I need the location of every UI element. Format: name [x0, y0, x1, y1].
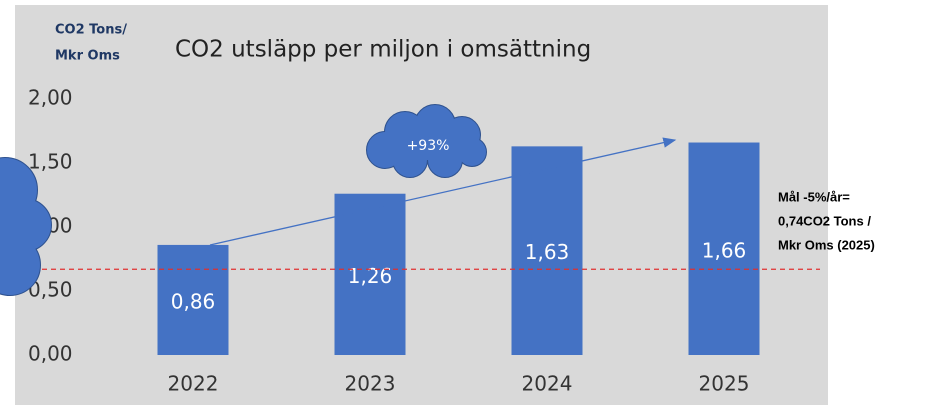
trend-arrow	[209, 137, 677, 246]
target-label: 0,74CO2 Tons /	[778, 213, 871, 228]
bar	[157, 244, 229, 355]
left-cloud	[0, 157, 52, 296]
cloud	[366, 104, 487, 178]
y-tick-label: 0,00	[28, 342, 73, 366]
y-axis-label: CO2 Tons/	[55, 23, 127, 38]
chart-title: CO2 utsläpp per miljon i omsättning	[175, 37, 591, 63]
growth-label: +93%	[407, 138, 450, 154]
y-axis-label: Mkr Oms	[55, 49, 120, 64]
data-label: 1,66	[702, 238, 747, 262]
x-tick-label: 2025	[699, 372, 750, 396]
x-tick-label: 2024	[522, 372, 573, 396]
data-label: 1,63	[525, 240, 570, 264]
bar	[688, 142, 760, 355]
data-label: 1,26	[348, 264, 393, 288]
target-label: Mkr Oms (2025)	[778, 237, 875, 252]
y-tick-label: 1,50	[28, 150, 73, 174]
target-label: Mål -5%/år=	[778, 189, 850, 204]
x-tick-label: 2023	[345, 372, 396, 396]
bar	[511, 146, 583, 355]
x-tick-label: 2022	[168, 372, 219, 396]
bar	[334, 193, 406, 355]
y-tick-label: 2,00	[28, 86, 73, 110]
data-label: 0,86	[171, 289, 216, 313]
